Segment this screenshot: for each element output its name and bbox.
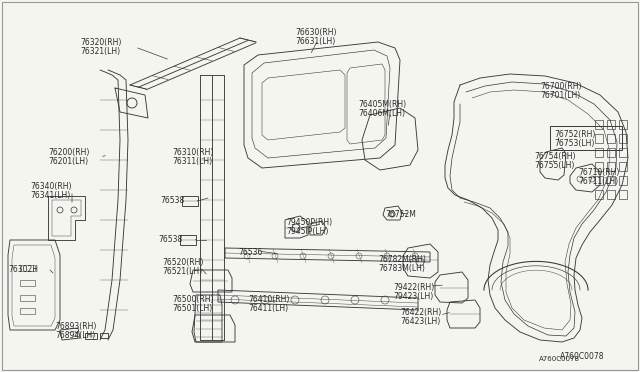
Bar: [595, 134, 603, 143]
Text: 76894(LH): 76894(LH): [55, 331, 95, 340]
Text: 76520(RH): 76520(RH): [162, 258, 204, 267]
Text: 7945lP(LH): 7945lP(LH): [286, 227, 328, 236]
Bar: [619, 176, 627, 185]
Text: 76500(RH): 76500(RH): [172, 295, 214, 304]
Bar: [607, 134, 615, 143]
Text: 76340(RH): 76340(RH): [30, 182, 72, 191]
Text: 76405M(RH): 76405M(RH): [358, 100, 406, 109]
Text: 79422(RH): 79422(RH): [393, 283, 435, 292]
Text: 76200(RH): 76200(RH): [48, 148, 90, 157]
Text: 76782M(RH): 76782M(RH): [378, 255, 426, 264]
Bar: [619, 148, 627, 157]
Bar: [100, 333, 108, 338]
Bar: [619, 190, 627, 199]
Bar: [595, 148, 603, 157]
Text: 76321(LH): 76321(LH): [80, 47, 120, 56]
Text: 76501(LH): 76501(LH): [172, 304, 212, 313]
Text: 76341(LH): 76341(LH): [30, 191, 70, 200]
Text: 76320(RH): 76320(RH): [80, 38, 122, 47]
Text: 76711(LH): 76711(LH): [578, 177, 618, 186]
Text: 76411(LH): 76411(LH): [248, 304, 288, 313]
Text: 79450P(RH): 79450P(RH): [286, 218, 332, 227]
Text: 76893(RH): 76893(RH): [55, 322, 97, 331]
Text: 76423(LH): 76423(LH): [400, 317, 440, 326]
Text: A760C0078: A760C0078: [539, 356, 580, 362]
Text: 76536: 76536: [238, 248, 262, 257]
Text: A760C0078: A760C0078: [560, 352, 605, 361]
Bar: [595, 120, 603, 129]
Text: 76311(LH): 76311(LH): [172, 157, 212, 166]
Text: 76521(LH): 76521(LH): [162, 267, 202, 276]
Bar: [619, 134, 627, 143]
Bar: [20, 308, 35, 314]
Text: 79423(LH): 79423(LH): [393, 292, 433, 301]
Text: 76406M(LH): 76406M(LH): [358, 109, 405, 118]
Bar: [607, 190, 615, 199]
Bar: [180, 235, 196, 245]
Text: 76631(LH): 76631(LH): [295, 37, 335, 46]
Text: 76754(RH): 76754(RH): [534, 152, 575, 161]
Bar: [607, 162, 615, 171]
Bar: [85, 333, 97, 339]
Bar: [607, 176, 615, 185]
Text: 76422(RH): 76422(RH): [400, 308, 441, 317]
Bar: [607, 120, 615, 129]
Text: 76630(RH): 76630(RH): [295, 28, 337, 37]
Bar: [550, 126, 622, 150]
Bar: [619, 162, 627, 171]
Text: 76538: 76538: [158, 235, 182, 244]
Text: 76538: 76538: [160, 196, 184, 205]
Text: 76700(RH): 76700(RH): [540, 82, 582, 91]
Bar: [20, 265, 35, 271]
Text: 76753(LH): 76753(LH): [554, 139, 595, 148]
Text: 76783M(LH): 76783M(LH): [378, 264, 425, 273]
Bar: [619, 120, 627, 129]
Text: 76755(LH): 76755(LH): [534, 161, 574, 170]
Text: 76410(RH): 76410(RH): [248, 295, 289, 304]
Text: 76302H: 76302H: [8, 265, 38, 274]
Text: 76310(RH): 76310(RH): [172, 148, 213, 157]
Bar: [595, 190, 603, 199]
Text: 76752(RH): 76752(RH): [554, 130, 595, 139]
Bar: [595, 176, 603, 185]
Text: 76201(LH): 76201(LH): [48, 157, 88, 166]
Bar: [20, 295, 35, 301]
Bar: [20, 280, 35, 286]
Bar: [182, 196, 198, 206]
Bar: [595, 162, 603, 171]
Text: 76701(LH): 76701(LH): [540, 91, 580, 100]
Bar: [607, 148, 615, 157]
Text: 76752M: 76752M: [385, 210, 416, 219]
Text: 76710(RH): 76710(RH): [578, 168, 620, 177]
